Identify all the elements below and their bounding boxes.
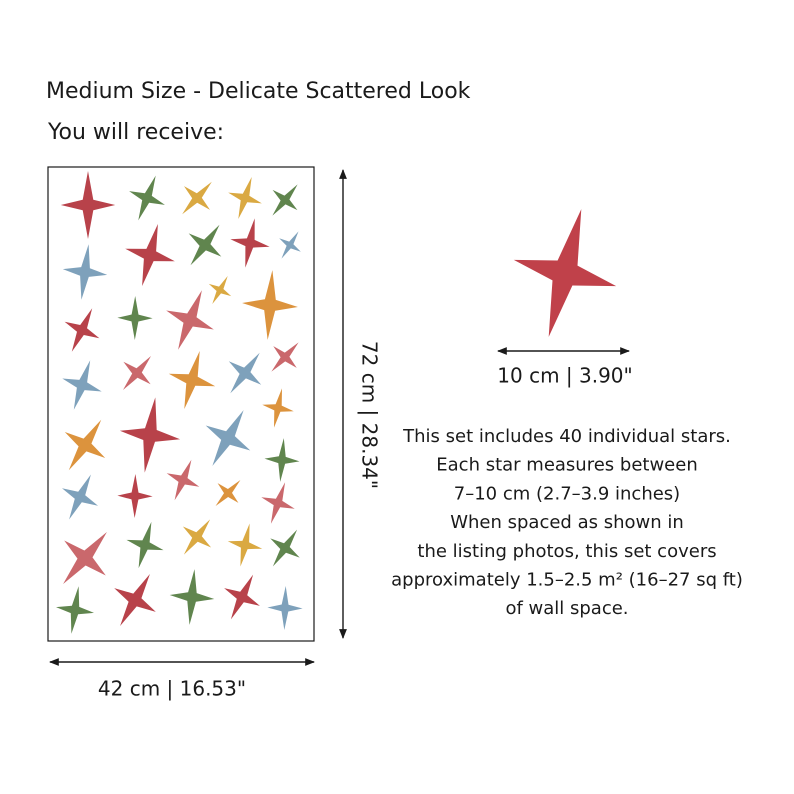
star bbox=[182, 181, 212, 215]
star bbox=[117, 296, 153, 340]
star bbox=[271, 342, 299, 372]
description: This set includes 40 individual stars. Ea… bbox=[391, 426, 743, 619]
star bbox=[242, 270, 298, 340]
star bbox=[123, 356, 151, 390]
description-line: Each star measures between bbox=[436, 455, 697, 476]
star bbox=[205, 410, 251, 466]
subtitle: You will receive: bbox=[47, 120, 224, 145]
description-line: of wall space. bbox=[505, 598, 628, 619]
description-line: approximately 1.5–2.5 m² (16–27 sq ft) bbox=[391, 570, 743, 591]
star bbox=[62, 244, 108, 300]
star bbox=[264, 438, 300, 482]
star-group bbox=[56, 171, 303, 634]
star bbox=[272, 184, 298, 216]
description-line: This set includes 40 individual stars. bbox=[402, 426, 731, 447]
star bbox=[125, 224, 175, 286]
star bbox=[62, 360, 102, 410]
description-line: the listing photos, this set covers bbox=[417, 541, 716, 562]
star bbox=[188, 224, 222, 266]
star bbox=[228, 352, 262, 394]
star bbox=[129, 175, 165, 221]
sample-star bbox=[513, 209, 617, 337]
star bbox=[224, 574, 260, 620]
star bbox=[126, 521, 164, 569]
star bbox=[166, 290, 214, 350]
height-label: 72 cm | 28.34" bbox=[358, 341, 382, 489]
star bbox=[279, 231, 301, 259]
width-label: 42 cm | 16.53" bbox=[98, 677, 246, 701]
star bbox=[60, 171, 116, 239]
star bbox=[262, 388, 294, 428]
title: Medium Size - Delicate Scattered Look bbox=[46, 79, 471, 104]
star bbox=[168, 351, 216, 409]
star bbox=[169, 569, 215, 625]
star bbox=[208, 276, 232, 304]
star bbox=[62, 474, 98, 520]
star bbox=[228, 177, 262, 219]
star bbox=[117, 474, 153, 518]
star bbox=[166, 459, 200, 501]
star bbox=[227, 523, 263, 567]
star bbox=[182, 519, 212, 555]
star bbox=[56, 586, 94, 634]
star bbox=[64, 308, 100, 352]
description-line: When spaced as shown in bbox=[450, 512, 684, 533]
star bbox=[267, 586, 303, 630]
star bbox=[270, 529, 300, 567]
star bbox=[119, 397, 181, 473]
star bbox=[114, 574, 156, 626]
star bbox=[64, 419, 106, 471]
star bbox=[230, 218, 270, 268]
star bbox=[215, 480, 241, 506]
star bbox=[63, 532, 107, 584]
star-size-label: 10 cm | 3.90" bbox=[497, 364, 632, 388]
description-line: 7–10 cm (2.7–3.9 inches) bbox=[454, 483, 680, 504]
star bbox=[261, 482, 295, 524]
